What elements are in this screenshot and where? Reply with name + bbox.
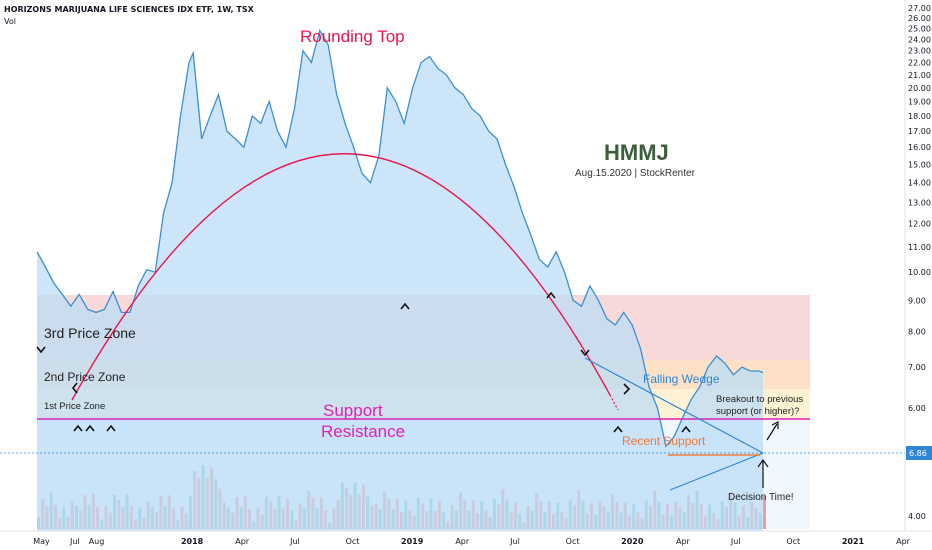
y-tick-label: 26.00 [908,14,931,23]
rounding-top-label: Rounding Top [300,27,405,46]
resistance-label: Resistance [321,422,405,441]
y-tick-label: 27.00 [908,4,931,13]
price-area [37,30,763,531]
y-tick-label: 20.00 [908,84,931,93]
recent-support-label: Recent Support [622,434,706,448]
caret-up-icon [546,291,556,299]
caret-up-icon [400,302,410,310]
x-tick-label: Apr [455,537,470,546]
date-label: Aug.15.2020 | StockRenter [575,168,696,179]
chart-title: HORIZONS MARIJUANA LIFE SCIENCES IDX ETF… [4,5,255,14]
caret-up-icon [106,424,116,432]
y-tick-label: 21.00 [908,71,931,80]
y-tick-label: 14.00 [908,179,931,188]
arrow-up-icon [757,458,769,468]
volume-label: Vol [4,17,16,26]
last-price-value: 6.86 [909,449,927,458]
y-tick-label: 6.00 [908,404,926,413]
y-tick-label: 18.00 [908,112,931,121]
x-tick-label: Jul [69,537,80,546]
x-tick-label: 2020 [621,537,644,546]
rounding-top-dashed [609,394,619,411]
x-tick-label: Aug [89,537,105,546]
y-tick-label: 8.00 [908,328,926,337]
y-tick-label: 19.00 [908,97,931,106]
chevron-markers [36,291,691,433]
caret-up-icon [613,425,623,433]
breakout-arrow [766,423,778,441]
y-tick-label: 16.00 [908,143,931,152]
arrow-head-icon [771,421,779,429]
zone1-label: 1st Price Zone [44,401,105,412]
y-tick-label: 4.00 [908,512,926,521]
y-tick-label: 24.00 [908,35,931,44]
support-label: Support [323,401,383,420]
y-tick-label: 25.00 [908,24,931,33]
x-tick-label: Jul [289,537,300,546]
breakout-label-2: support (or higher)? [716,406,799,417]
ticker-label: HMMJ [604,140,669,165]
y-tick-label: 9.00 [908,296,926,305]
zone3-label: 3rd Price Zone [44,325,136,341]
x-tick-label: Apr [235,537,250,546]
x-tick-label: Apr [676,537,691,546]
y-tick-label: 10.00 [908,268,931,277]
chevron-right-icon [623,383,631,395]
y-axis-ticks: 4.005.006.007.008.009.0010.0011.0012.001… [908,4,931,521]
wedge-lower [669,452,764,491]
chevron-down-icon [36,346,46,354]
y-tick-label: 11.00 [908,243,931,252]
wedge-upper [584,357,764,454]
caret-up-icon [85,424,95,432]
price-line [36,28,764,448]
caret-up-icon [73,424,83,432]
y-tick-label: 12.00 [908,220,931,229]
breakout-label-1: Breakout to previous [716,394,803,405]
y-tick-label: 7.00 [908,363,926,372]
x-tick-label: Jul [509,537,520,546]
falling-wedge-label: Falling Wedge [643,372,720,386]
x-axis-ticks: May Jul Aug 2018 Apr Jul Oct 2019 Apr Jul Oct 2020 A… [33,537,910,546]
y-tick-label: 23.00 [908,47,931,56]
x-tick-label: Oct [346,537,360,546]
x-tick-label: 2019 [401,537,424,546]
last-price-tag [906,446,932,460]
caret-up-icon [681,425,691,433]
volume-bar [763,495,766,529]
x-tick-label: Apr [896,537,911,546]
rounding-top-arc [71,153,611,401]
chevron-down-icon [580,349,590,357]
x-tick-label: May [33,537,50,546]
x-tick-label: Jul [730,537,741,546]
x-tick-label: 2018 [181,537,204,546]
x-tick-label: Oct [786,537,800,546]
y-tick-label: 17.00 [908,127,931,136]
zone2-label: 2nd Price Zone [44,370,126,384]
x-tick-label: Oct [566,537,580,546]
x-tick-label: 2021 [842,537,865,546]
y-tick-label: 15.00 [908,160,931,169]
y-tick-label: 13.00 [908,198,931,207]
decision-label: Decision Time! [728,492,794,503]
chevron-left-icon [71,382,78,394]
y-tick-label: 22.00 [908,58,931,67]
